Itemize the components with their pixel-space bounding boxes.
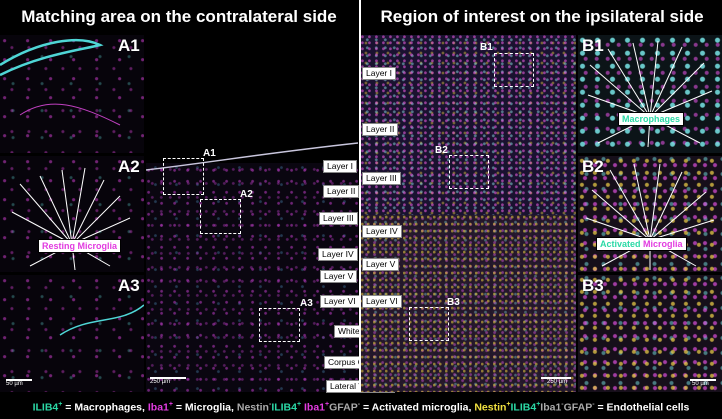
- scale-label-b: 50 µm: [692, 381, 709, 387]
- roi-label-a3: A3: [300, 298, 313, 309]
- panel-b2: Activated Microglia: [578, 156, 722, 272]
- macrophages-label: Macrophages: [618, 112, 685, 126]
- roi-b3: [409, 307, 449, 341]
- left-layer-4: Layer IV: [318, 248, 358, 261]
- left-layer-3: Layer III: [319, 212, 358, 225]
- scale-bar-right: [541, 377, 571, 379]
- scale-label-left: 250 µm: [150, 379, 171, 385]
- scale-label-right: 250 µm: [547, 379, 568, 385]
- panel-label-b3: B3: [582, 276, 604, 295]
- left-layer-2: Layer II: [323, 185, 360, 198]
- right-layer-3: Layer III: [362, 172, 401, 185]
- scale-bar-b: [690, 379, 716, 381]
- roi-label-a1: A1: [203, 148, 216, 159]
- figure-legend: ILIB4+ = Macrophages, Iba1+ = Microglia,…: [32, 401, 690, 414]
- panel-a3: 50 µm: [0, 275, 144, 392]
- left-layer-1: Layer I: [323, 160, 357, 173]
- roi-label-a2: A2: [240, 189, 253, 200]
- roi-a3: [259, 308, 300, 342]
- ipsilateral-overview: 250 µm: [361, 35, 576, 392]
- roi-label-b3: B3: [447, 297, 460, 308]
- panel-b3: 50 µm: [578, 275, 722, 392]
- roi-label-b1: B1: [480, 42, 493, 53]
- resting-microglia-label: Resting Microglia: [38, 239, 122, 253]
- panel-label-a1: A1: [118, 36, 140, 55]
- panel-a1: [0, 35, 144, 153]
- right-layer-1: Layer I: [362, 67, 396, 80]
- scale-bar-left: [150, 377, 186, 379]
- activated-microglia-label: Activated Microglia: [596, 237, 687, 251]
- left-layer-6: Layer VI: [320, 295, 360, 308]
- left-header: Matching area on the contralateral side: [0, 0, 358, 34]
- roi-a2: [200, 199, 241, 234]
- roi-b1: [494, 53, 534, 87]
- scale-bar-a: [6, 379, 32, 381]
- right-layer-5: Layer V: [362, 258, 400, 271]
- macrophage-arrows: [587, 40, 713, 148]
- resting-arrows: [11, 167, 131, 271]
- panel-label-a3: A3: [118, 276, 140, 295]
- panel-b1: Macrophages: [578, 35, 722, 153]
- panel-label-b1: B1: [582, 36, 604, 55]
- right-header: Region of interest on the ipsilateral si…: [362, 0, 722, 34]
- panel-label-a2: A2: [118, 157, 140, 176]
- roi-label-b2: B2: [435, 145, 448, 156]
- roi-b2: [449, 155, 489, 189]
- roi-a1: [163, 158, 204, 195]
- right-layer-4: Layer IV: [362, 225, 402, 238]
- scale-label-a: 50 µm: [6, 381, 23, 387]
- center-divider: [359, 0, 361, 392]
- panel-label-b2: B2: [582, 157, 604, 176]
- left-layer-5: Layer V: [320, 270, 358, 283]
- right-layer-2: Layer II: [362, 123, 399, 136]
- panel-a2: Resting Microglia: [0, 156, 144, 272]
- right-layer-6: Layer VI: [362, 295, 402, 308]
